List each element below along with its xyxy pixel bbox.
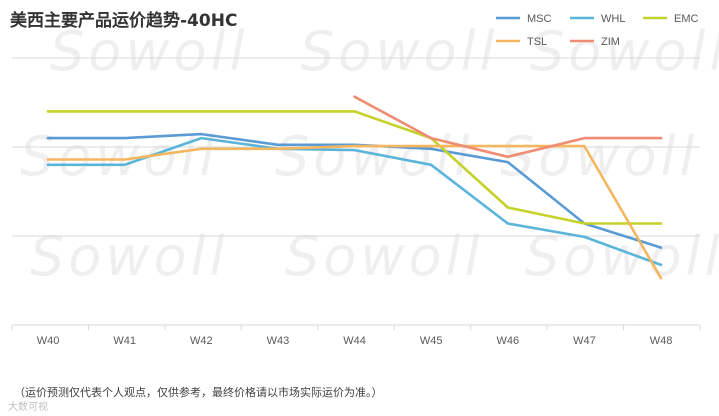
x-tick-label: W46 <box>496 335 519 347</box>
legend: MSC WHL EMC TSL ZIM <box>496 13 699 48</box>
series-line-emc <box>46 110 663 225</box>
watermark-text: Sowoll <box>275 125 474 188</box>
x-tick-label: W43 <box>267 335 290 347</box>
watermark-text: Sowoll <box>50 20 249 83</box>
x-tick-label: W44 <box>343 335 366 347</box>
legend-label: TSL <box>527 36 547 48</box>
footnote: （运价预测仅代表个人观点，仅供参考，最终价格请以市场实际运价为准。） <box>14 385 383 399</box>
x-tick-label: W48 <box>650 335 673 347</box>
watermark-text: Sowoll <box>530 20 719 83</box>
legend-label: EMC <box>674 13 699 25</box>
x-tick-label: W45 <box>420 335 443 347</box>
watermark-text: Sowoll <box>30 225 229 288</box>
x-tick-label: W42 <box>190 335 213 347</box>
series-layer <box>46 95 663 280</box>
watermark-text: Sowoll <box>285 225 484 288</box>
legend-label: ZIM <box>601 36 620 48</box>
corner-watermark: 大数可视 <box>8 400 48 413</box>
x-tick-label: W47 <box>573 335 596 347</box>
series-line-zim <box>353 95 663 159</box>
x-tick-label: W41 <box>113 335 136 347</box>
legend-label: WHL <box>601 13 625 25</box>
watermark-text: Sowoll <box>500 125 699 188</box>
legend-label: MSC <box>527 13 552 25</box>
chart-title: 美西主要产品运价趋势-40HC <box>10 10 237 31</box>
x-axis-ticks: W40 W41 W42 W43 W44 W45 W46 W47 W48 <box>37 335 673 347</box>
x-tick-label: W40 <box>37 335 60 347</box>
series-line-tsl <box>46 144 663 280</box>
watermark-text: Sowoll <box>300 20 499 83</box>
